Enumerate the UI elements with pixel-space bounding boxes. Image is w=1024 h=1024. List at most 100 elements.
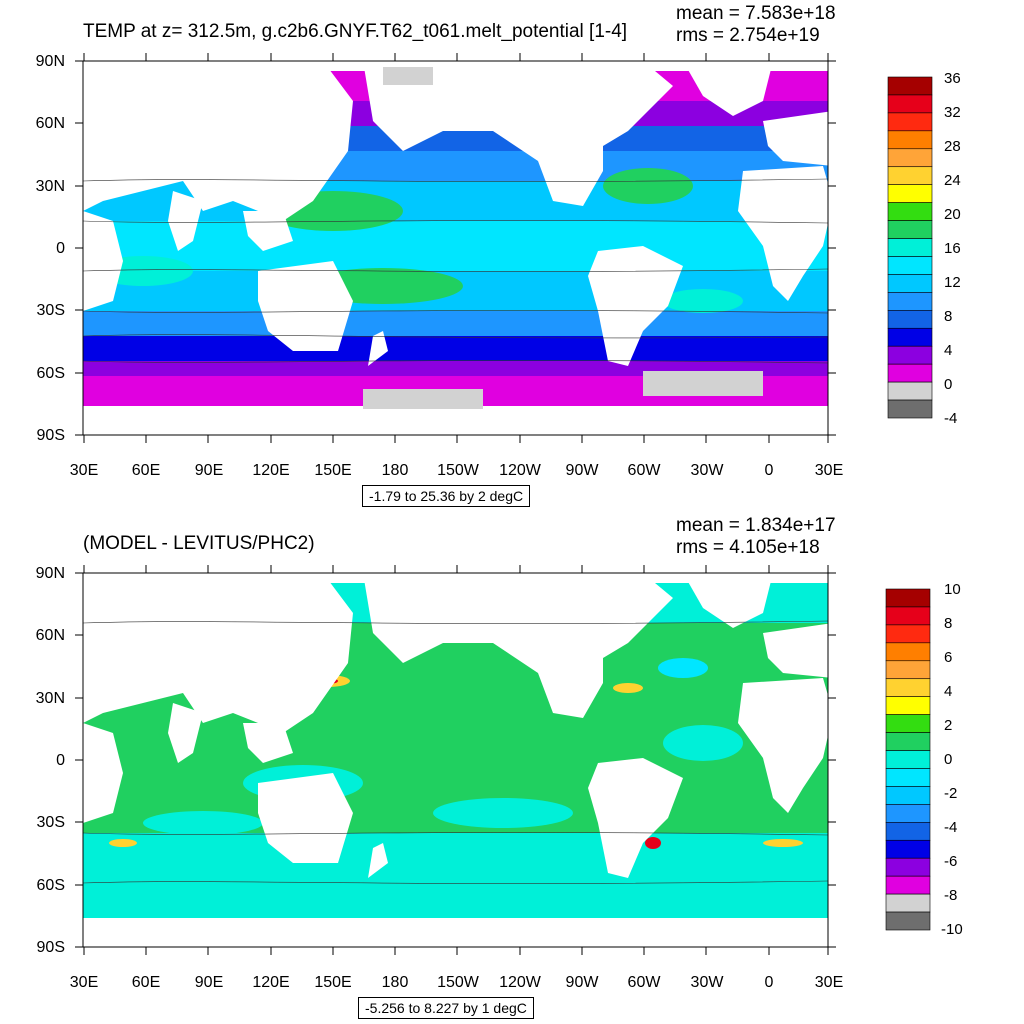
bottom-contour-range-label: -5.256 to 8.227 by 1 degC	[358, 997, 534, 1019]
bottom-lat-label: 30S	[36, 814, 65, 831]
colorbar-swatch	[887, 202, 933, 221]
colorbar-swatch	[887, 184, 933, 203]
colorbar-swatch	[885, 588, 931, 608]
colorbar-swatch	[885, 624, 931, 644]
axis-ticks	[75, 53, 836, 955]
top-lon-label: 60W	[627, 462, 661, 479]
colorbar-swatch	[885, 857, 931, 877]
top-colorbar-label: 12	[944, 274, 961, 291]
top-lon-label: 30E	[814, 462, 844, 479]
top-colorbar-label: 16	[944, 240, 961, 257]
bottom-colorbar-label: 0	[944, 751, 953, 768]
bottom-colorbar-label: -2	[944, 785, 958, 802]
bottom-lon-label: 0	[764, 974, 774, 991]
top-colorbar-label: 36	[944, 70, 961, 87]
colorbar-swatch	[885, 642, 931, 662]
top-colorbar	[887, 76, 933, 419]
top-colorbar-label: 24	[944, 172, 961, 189]
bottom-colorbar-label: 4	[944, 683, 953, 700]
bottom-lat-label: 0	[56, 752, 65, 769]
colorbar-swatch	[887, 310, 933, 329]
colorbar-swatch	[887, 381, 933, 401]
bottom-lon-label: 150W	[437, 974, 479, 991]
bottom-lon-label: 30E	[814, 974, 844, 991]
bottom-lat-label: 90S	[36, 939, 65, 956]
bottom-lon-label: 30E	[69, 974, 99, 991]
top-lat-label: 60S	[36, 365, 65, 382]
top-colorbar-label: 32	[944, 104, 961, 121]
colorbar-swatch	[885, 606, 931, 626]
bottom-lat-label: 90N	[35, 565, 65, 582]
top-lon-label: 150E	[314, 462, 352, 479]
bottom-colorbar-label: 8	[944, 615, 953, 632]
colorbar-swatch	[885, 750, 931, 769]
bottom-lon-label: 120W	[499, 974, 541, 991]
colorbar-swatch	[885, 696, 931, 715]
top-lon-label: 60E	[131, 462, 161, 479]
bottom-lon-label: 30W	[690, 974, 724, 991]
bottom-lon-label: 180	[381, 974, 409, 991]
colorbar-swatch	[887, 112, 933, 132]
colorbar-swatch	[885, 804, 931, 823]
top-colorbar-label: 8	[944, 308, 953, 325]
bottom-lat-label: 60N	[35, 627, 65, 644]
top-lon-label: 120W	[499, 462, 541, 479]
top-mean-value: mean = 7.583e+18	[676, 3, 836, 24]
top-map-title: TEMP at z= 312.5m, g.c2b6.GNYF.T62_t061.…	[83, 21, 628, 42]
colorbar-swatch	[887, 327, 933, 347]
top-colorbar-label: -4	[944, 410, 958, 427]
top-lon-label: 90W	[565, 462, 599, 479]
bottom-lon-label: 90W	[565, 974, 599, 991]
bottom-mean-value: mean = 1.834e+17	[676, 515, 836, 536]
colorbar-swatch	[887, 292, 933, 311]
colorbar-swatch	[887, 399, 933, 419]
top-lat-label: 90N	[35, 53, 65, 70]
top-lon-label: 30E	[69, 462, 99, 479]
top-lat-label: 60N	[35, 115, 65, 132]
colorbar-swatch	[885, 678, 931, 697]
bottom-lat-label: 60S	[36, 877, 65, 894]
bottom-rms-value: rms = 4.105e+18	[676, 537, 820, 558]
colorbar-swatch	[887, 363, 933, 383]
top-lat-label: 90S	[36, 427, 65, 444]
bottom-map-panel	[82, 572, 833, 948]
colorbar-swatch	[885, 768, 931, 787]
colorbar-swatch	[885, 786, 931, 805]
colorbar-swatch	[885, 732, 931, 751]
colorbar-swatch	[887, 345, 933, 365]
bottom-colorbar-label: -8	[944, 887, 958, 904]
top-lon-label: 120E	[252, 462, 290, 479]
top-lat-label: 0	[56, 240, 65, 257]
colorbar-swatch	[885, 822, 931, 841]
colorbar-swatch	[885, 911, 931, 931]
bottom-colorbar-label: 10	[944, 581, 961, 598]
colorbar-swatch	[885, 875, 931, 895]
top-contour-range-label: -1.79 to 25.36 by 2 degC	[362, 485, 531, 507]
top-lon-label: 90E	[194, 462, 224, 479]
colorbar-swatch	[885, 839, 931, 859]
bottom-colorbar-label: -10	[941, 921, 963, 938]
top-rms-value: rms = 2.754e+19	[676, 25, 820, 46]
top-map-panel	[82, 60, 833, 436]
colorbar-swatch	[885, 660, 931, 680]
bottom-lon-label: 90E	[194, 974, 224, 991]
colorbar-swatch	[885, 714, 931, 733]
top-lon-label: 0	[764, 462, 774, 479]
bottom-lon-label: 60E	[131, 974, 161, 991]
colorbar-swatch	[887, 94, 933, 114]
colorbar-swatch	[887, 220, 933, 239]
top-colorbar-label: 0	[944, 376, 953, 393]
colorbar-swatch	[885, 893, 931, 913]
top-lon-label: 30W	[690, 462, 724, 479]
bottom-lon-label: 120E	[252, 974, 290, 991]
colorbar-swatch	[887, 148, 933, 168]
top-lat-label: 30N	[35, 178, 65, 195]
bottom-colorbar-label: -4	[944, 819, 958, 836]
colorbar-swatch	[887, 256, 933, 275]
colorbar-swatch	[887, 130, 933, 150]
colorbar-swatch	[887, 238, 933, 257]
bottom-lon-label: 150E	[314, 974, 352, 991]
colorbar-swatch	[887, 166, 933, 185]
bottom-map-title: (MODEL - LEVITUS/PHC2)	[83, 533, 315, 554]
